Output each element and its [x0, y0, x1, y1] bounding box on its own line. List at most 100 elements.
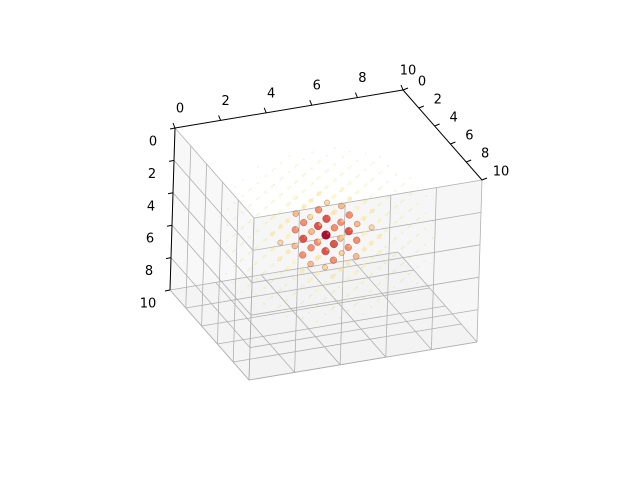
scatter-point: [263, 206, 267, 210]
x-tick-mark: [309, 100, 313, 106]
scatter-point: [271, 185, 274, 188]
scatter-point: [271, 169, 274, 172]
scatter-point: [342, 203, 345, 206]
scatter-point: [399, 280, 402, 283]
scatter-point: [285, 202, 291, 207]
scatter-point: [371, 177, 375, 181]
scatter-point: [286, 233, 291, 238]
scatter-point: [257, 212, 260, 216]
scatter-point: [341, 172, 344, 175]
scatter-point: [233, 202, 236, 205]
scatter-point: [408, 256, 411, 259]
scatter-point: [378, 172, 381, 175]
scatter-point: [326, 232, 330, 235]
scatter-point: [296, 164, 299, 166]
scatter-point: [247, 252, 251, 255]
scatter-point: [281, 240, 284, 242]
scatter-point: [377, 204, 380, 207]
scatter-point: [280, 162, 282, 165]
scatter-point: [265, 174, 268, 178]
scatter-point: [357, 174, 360, 177]
scatter-points: [217, 147, 435, 323]
scatter-point: [233, 265, 236, 268]
z-tick-label: 6: [146, 232, 154, 247]
scatter-point: [330, 224, 338, 232]
y-axis-line: [402, 89, 483, 181]
scatter-point: [316, 320, 318, 323]
scatter-point: [272, 247, 276, 250]
scatter-point: [292, 210, 299, 217]
scatter-point: [314, 221, 323, 231]
scatter-point: [392, 238, 396, 242]
scatter-point: [332, 179, 336, 183]
scatter-point: [348, 181, 352, 185]
scatter-point: [248, 219, 252, 223]
scatter-point: [339, 283, 343, 288]
x-tick-label: 4: [267, 86, 275, 101]
scatter-point: [380, 233, 383, 236]
scatter-point: [291, 226, 299, 234]
scatter-point: [333, 193, 337, 197]
scatter-point: [269, 281, 273, 284]
z-tick-mark: [164, 289, 171, 292]
scatter-point: [339, 174, 342, 177]
scatter-point: [368, 291, 371, 294]
y-tick-mark: [402, 87, 409, 91]
scatter-point: [285, 299, 288, 302]
scatter-point: [240, 243, 243, 246]
scatter-point: [285, 265, 290, 270]
scatter-point: [218, 215, 221, 217]
scatter-point: [402, 183, 405, 185]
scatter-point: [350, 212, 353, 215]
scatter-point: [319, 160, 322, 163]
scatter-point: [279, 304, 282, 307]
gridline-y-bottom: [233, 323, 462, 363]
scatter-point: [301, 190, 305, 194]
scatter-point: [393, 285, 396, 288]
scatter-point: [250, 251, 253, 253]
x-tick-label: 6: [313, 79, 321, 94]
scatter-point: [415, 251, 418, 254]
scatter-point: [316, 304, 319, 307]
scatter-point: [279, 208, 284, 212]
scatter-point: [368, 258, 373, 262]
scatter-point: [289, 185, 292, 188]
scatter-point: [344, 227, 353, 236]
scatter-point: [321, 247, 330, 256]
z-tick-mark: [165, 257, 172, 260]
scatter-point: [272, 183, 276, 187]
scatter-point: [277, 306, 280, 309]
gridline-z-left: [171, 224, 252, 316]
scatter-point: [270, 215, 276, 220]
scatter-point: [263, 270, 267, 273]
scatter-point: [361, 216, 367, 221]
scatter-point: [417, 233, 420, 236]
scatter-point: [424, 211, 427, 214]
scatter-point: [353, 270, 358, 275]
scatter-point: [250, 187, 253, 190]
scatter-point: [379, 250, 382, 252]
scatter-point: [256, 182, 259, 185]
z-axis-line: [169, 127, 176, 291]
x-tick-mark: [400, 84, 404, 91]
z-tick-label: 8: [145, 264, 153, 279]
x-axis-line: [174, 89, 404, 129]
scatter-point: [338, 266, 344, 272]
scatter-point: [372, 161, 375, 164]
z-tick-mark: [169, 127, 176, 130]
scatter-point: [392, 302, 395, 304]
scatter-point: [393, 269, 396, 272]
scatter-point: [287, 171, 291, 174]
scatter-point: [371, 256, 374, 260]
scatter-point: [408, 193, 411, 196]
scatter-point: [356, 286, 359, 289]
scatter-point: [368, 224, 375, 231]
scatter-point: [247, 285, 250, 287]
scatter-point: [263, 303, 265, 305]
scatter-point: [281, 176, 284, 179]
scatter-point: [330, 307, 333, 310]
axis-grid: [169, 127, 483, 381]
scatter-point: [431, 253, 434, 255]
scatter-point: [280, 256, 283, 259]
scatter-point: [416, 282, 418, 284]
